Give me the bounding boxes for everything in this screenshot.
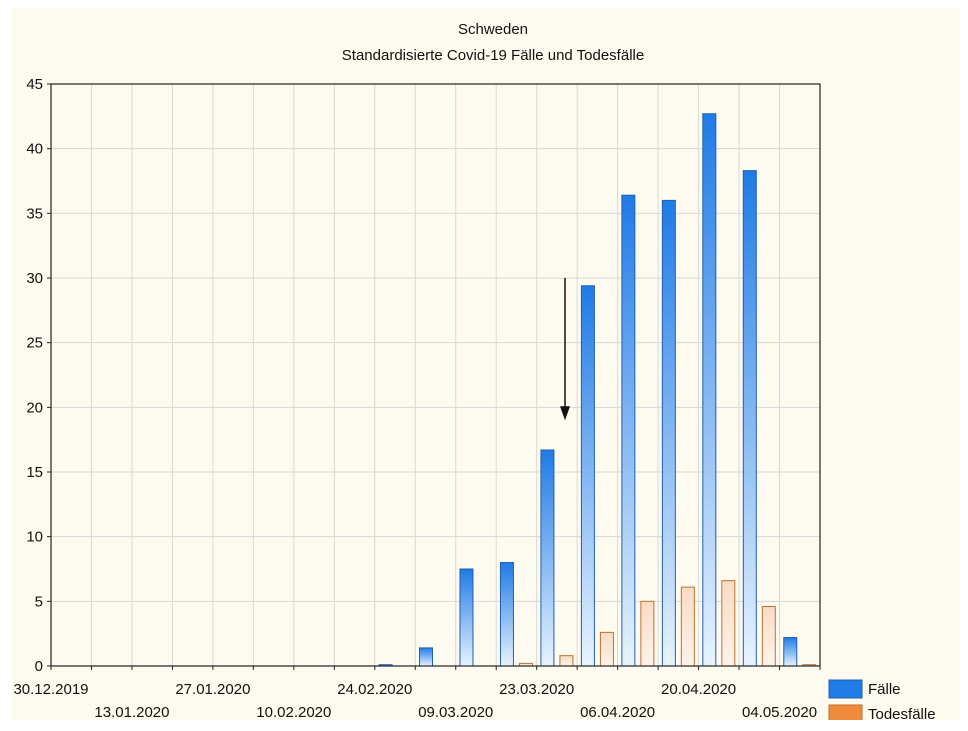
y-tick-label: 25 (26, 335, 43, 352)
legend-swatch-0 (828, 679, 863, 699)
chart-subtitle: Standardisierte Covid-19 Fälle und Todes… (342, 47, 644, 64)
y-tick-label: 40 (26, 141, 43, 158)
chart-figure: Schweden Standardisierte Covid-19 Fälle … (12, 8, 960, 720)
bars (378, 113, 817, 667)
annotations (560, 278, 571, 421)
x-tick-label-top: 27.01.2020 (175, 681, 250, 698)
bar-todesfaelle-14 (640, 600, 655, 667)
bar-todesfaelle-16 (721, 580, 736, 667)
bar-todesfaelle-12 (559, 655, 574, 667)
grid (50, 83, 821, 667)
x-tick-label-bottom: 04.05.2020 (742, 704, 817, 720)
bar-faelle-18 (783, 637, 798, 667)
legend-label-1: Todesfälle (868, 706, 936, 720)
x-tick-label-top: 23.03.2020 (499, 681, 574, 698)
x-tick-label-top: 30.12.2019 (13, 681, 88, 698)
legend: Fälle Todesfälle (828, 679, 936, 720)
chart-title: Schweden (458, 21, 528, 38)
x-tick-label-bottom: 10.02.2020 (256, 704, 331, 720)
bar-faelle-12 (540, 449, 555, 667)
y-tick-label: 35 (26, 205, 43, 222)
bar-todesfaelle-17 (761, 606, 776, 667)
y-tick-label: 15 (26, 464, 43, 481)
y-tick-label: 0 (35, 658, 43, 675)
y-tick-label: 10 (26, 529, 43, 546)
plot-frame (50, 83, 821, 667)
chart-svg: Schweden Standardisierte Covid-19 Fälle … (13, 21, 936, 720)
x-tick-label-bottom: 06.04.2020 (580, 704, 655, 720)
x-tick-label-top: 20.04.2020 (661, 681, 736, 698)
bar-faelle-14 (621, 194, 636, 667)
axes: 0 5 10 15 20 25 30 35 40 45 30.12.2019 13.01.2020 27… (13, 76, 821, 720)
y-tick-label: 20 (26, 399, 43, 416)
bar-faelle-9 (419, 647, 433, 667)
bar-faelle-16 (702, 113, 717, 667)
bar-faelle-11 (499, 562, 514, 667)
x-tick-label-bottom: 09.03.2020 (418, 704, 493, 720)
bar-faelle-17 (742, 170, 757, 667)
bar-todesfaelle-13 (599, 631, 614, 667)
legend-label-0: Fälle (868, 681, 901, 698)
y-tick-label: 5 (35, 593, 43, 610)
x-tick-label-top: 24.02.2020 (337, 681, 412, 698)
annotation-arrow-head (560, 406, 571, 421)
y-tick-label: 45 (26, 76, 43, 93)
bar-faelle-15 (661, 199, 676, 667)
bar-faelle-13 (580, 285, 595, 667)
x-tick-label-bottom: 13.01.2020 (94, 704, 169, 720)
bar-faelle-10 (459, 568, 474, 667)
legend-swatch-1 (828, 704, 863, 720)
bar-todesfaelle-15 (680, 586, 695, 667)
y-tick-label: 30 (26, 270, 43, 287)
